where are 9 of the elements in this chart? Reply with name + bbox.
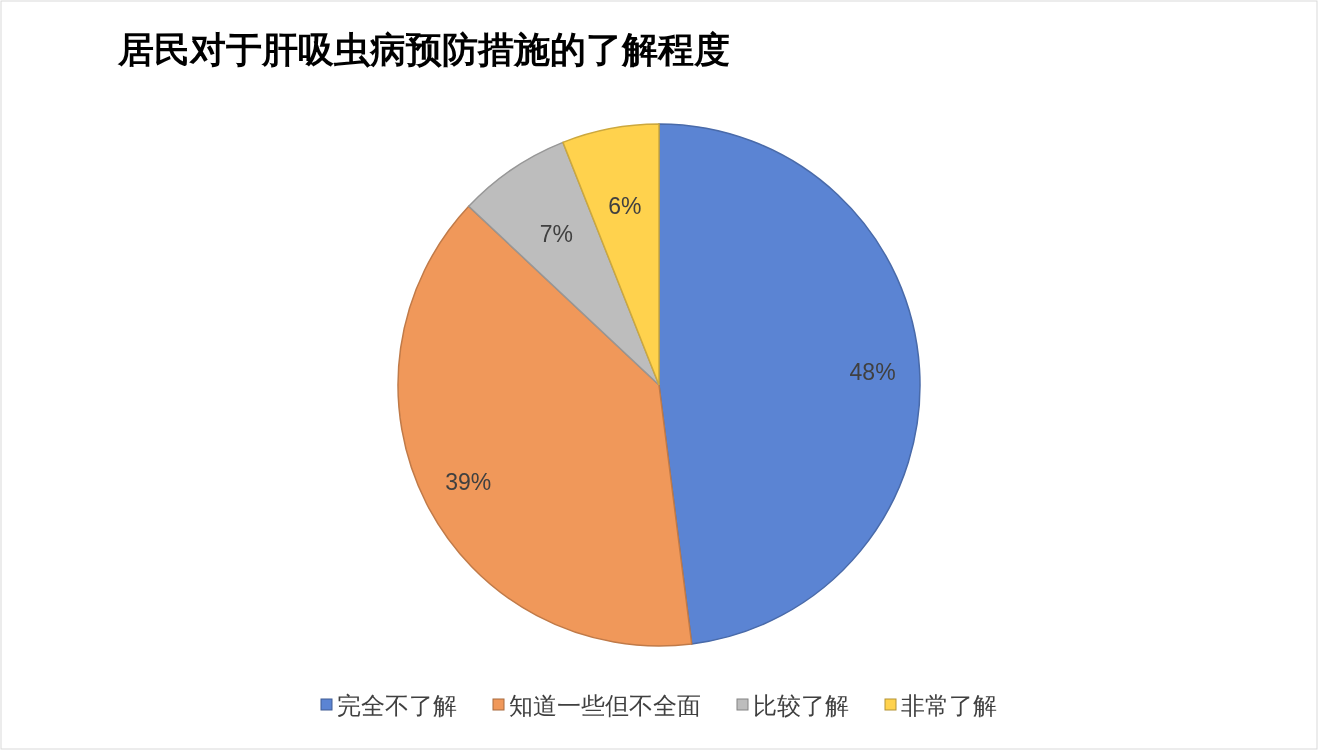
data-label: 39%: [445, 469, 492, 496]
legend-label: 非常了解: [901, 692, 997, 719]
legend-label: 知道一些但不全面: [509, 692, 701, 719]
data-label: 6%: [608, 192, 642, 219]
legend-label: 比较了解: [753, 692, 849, 719]
legend-label: 完全不了解: [337, 692, 457, 719]
chart-title: 居民对于肝吸虫病预防措施的了解程度: [117, 29, 730, 70]
data-label: 48%: [849, 358, 896, 385]
data-label: 7%: [539, 220, 573, 247]
